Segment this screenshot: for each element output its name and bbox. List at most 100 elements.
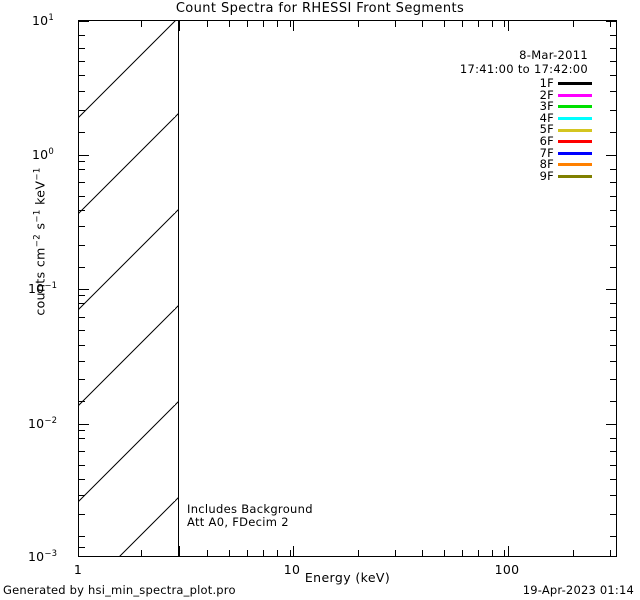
ytick-left-major-10e0 bbox=[79, 155, 89, 156]
ytick-right-major bbox=[606, 155, 616, 156]
legend-item-4f[interactable]: 4F bbox=[540, 112, 592, 125]
legend-item-1f[interactable]: 1F bbox=[539, 76, 592, 90]
ytick-right bbox=[610, 226, 616, 227]
legend-swatch-1f bbox=[558, 82, 592, 86]
ytick-right bbox=[610, 536, 616, 537]
xtick-bottom bbox=[207, 550, 208, 556]
xtick-top bbox=[492, 21, 493, 27]
xtick-top bbox=[263, 21, 264, 27]
ytick-right bbox=[610, 479, 616, 480]
hatch-band-right-edge bbox=[178, 21, 180, 556]
hatch-pattern-svg bbox=[79, 21, 179, 556]
ytick-right bbox=[610, 182, 616, 183]
ytick-left bbox=[79, 226, 85, 227]
legend-item-7f[interactable]: 7F bbox=[539, 145, 592, 160]
xtick-bottom bbox=[504, 550, 505, 556]
observation-header: 8-Mar-2011 17:41:00 to 17:42:00 bbox=[460, 48, 588, 76]
ytick-right bbox=[610, 267, 616, 268]
x-axis-title: Energy (keV) bbox=[304, 570, 391, 585]
ytick-right bbox=[610, 91, 616, 92]
xtick-bottom bbox=[290, 550, 291, 556]
legend-item-5f[interactable]: 5F bbox=[540, 124, 592, 136]
xtick-bottom bbox=[573, 550, 574, 556]
ytick-left bbox=[79, 536, 85, 537]
ytick-right bbox=[610, 303, 616, 304]
ytick-left bbox=[79, 110, 85, 111]
xtick-top bbox=[462, 21, 463, 27]
ytick-left bbox=[79, 61, 85, 62]
ytick-left bbox=[79, 48, 85, 49]
ytick-label-10e-2: 10−2 bbox=[28, 415, 58, 431]
ytick-right bbox=[610, 317, 616, 318]
y-axis-title: counts cm−2 s−1 keV−1 bbox=[32, 167, 48, 316]
ytick-left bbox=[79, 438, 85, 439]
ytick-left bbox=[79, 514, 85, 515]
ytick-right bbox=[610, 132, 616, 133]
legend-item-9f[interactable]: 9F bbox=[539, 168, 592, 183]
xtick-top bbox=[610, 21, 611, 27]
xtick-label-10: 10 bbox=[283, 562, 301, 577]
ytick-left-major-10e1 bbox=[79, 21, 89, 22]
xtick-top bbox=[573, 21, 574, 27]
ytick-left bbox=[79, 317, 85, 318]
ytick-right bbox=[610, 48, 616, 49]
xtick-bottom bbox=[610, 550, 611, 556]
xtick-top-major-10 bbox=[293, 21, 294, 31]
xtick-bottom bbox=[492, 550, 493, 556]
xtick-label-100: 100 bbox=[494, 562, 520, 577]
legend-label-6f: 6F bbox=[539, 133, 554, 148]
ytick-left bbox=[79, 451, 85, 452]
xtick-top bbox=[290, 21, 291, 27]
plot-annotations: Includes Background Att A0, FDecim 2 bbox=[187, 503, 313, 529]
xtick-bottom bbox=[422, 550, 423, 556]
xtick-bottom bbox=[247, 550, 248, 556]
legend-label-5f: 5F bbox=[539, 122, 554, 137]
ytick-right bbox=[610, 75, 616, 76]
ytick-right bbox=[610, 401, 616, 402]
legend-item-8f[interactable]: 8F bbox=[540, 159, 592, 171]
xtick-bottom bbox=[263, 550, 264, 556]
legend-label-3f: 3F bbox=[539, 99, 554, 114]
ytick-right bbox=[610, 35, 616, 36]
xtick-bottom-major-100 bbox=[508, 546, 509, 556]
xtick-top bbox=[504, 21, 505, 27]
footer-timestamp: 19-Apr-2023 01:14 bbox=[522, 583, 634, 597]
legend-swatch-2f bbox=[558, 93, 592, 97]
xtick-bottom bbox=[358, 550, 359, 556]
xtick-top bbox=[478, 21, 479, 27]
legend-swatch-3f bbox=[558, 105, 592, 109]
ytick-right bbox=[610, 451, 616, 452]
legend-label-8f: 8F bbox=[539, 157, 554, 172]
legend-label-9f: 9F bbox=[539, 168, 554, 183]
ytick-left bbox=[79, 210, 85, 211]
ytick-left bbox=[79, 182, 85, 183]
xtick-top bbox=[179, 21, 180, 31]
ytick-left bbox=[79, 495, 85, 496]
legend-label-2f: 2F bbox=[539, 87, 554, 102]
ytick-right bbox=[610, 169, 616, 170]
ytick-left bbox=[79, 345, 85, 346]
xtick-bottom bbox=[229, 550, 230, 556]
ytick-right bbox=[610, 245, 616, 246]
xtick-bottom bbox=[462, 550, 463, 556]
ytick-right-major bbox=[606, 289, 616, 290]
legend-item-2f[interactable]: 2F bbox=[539, 87, 592, 102]
ytick-left bbox=[79, 547, 85, 548]
ytick-left bbox=[79, 75, 85, 76]
legend-label-7f: 7F bbox=[539, 145, 554, 160]
ytick-left bbox=[79, 161, 85, 162]
xtick-bottom bbox=[395, 550, 396, 556]
ytick-right bbox=[610, 514, 616, 515]
xtick-label-1: 1 bbox=[73, 562, 83, 577]
ytick-left bbox=[79, 401, 85, 402]
legend-swatch-6f bbox=[558, 140, 592, 144]
ytick-right bbox=[610, 330, 616, 331]
xtick-top bbox=[277, 21, 278, 27]
hatched-excluded-band bbox=[79, 21, 179, 556]
xtick-top bbox=[358, 21, 359, 27]
ytick-right bbox=[610, 495, 616, 496]
legend-item-3f[interactable]: 3F bbox=[540, 101, 592, 113]
legend-label-1f: 1F bbox=[539, 76, 554, 90]
xtick-top-major-100 bbox=[508, 21, 509, 31]
legend-item-6f[interactable]: 6F bbox=[539, 133, 592, 148]
